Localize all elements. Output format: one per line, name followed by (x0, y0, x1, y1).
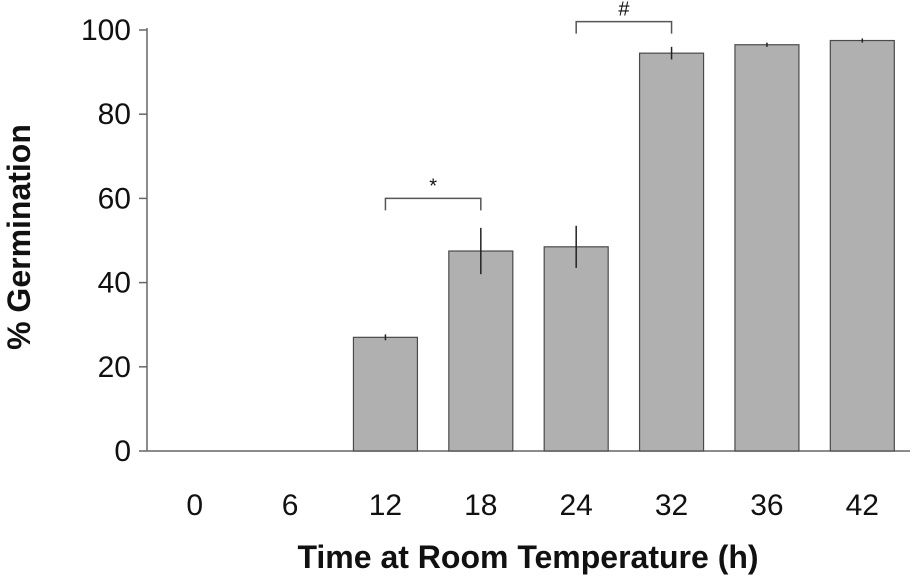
significance-bracket (575, 20, 673, 34)
error-bars-layer (384, 38, 864, 341)
bar-42h (829, 39, 895, 452)
annotations-layer: *# (384, 0, 673, 211)
x-tick-label: 36 (750, 489, 783, 522)
bar-12h (352, 336, 419, 452)
x-tick-label: 6 (282, 489, 299, 522)
y-tick-label: 60 (98, 182, 131, 215)
y-tick-label: 80 (98, 98, 131, 131)
significance-label: * (429, 175, 437, 197)
x-tick-label: 18 (464, 489, 497, 522)
bar-36h (734, 44, 800, 452)
x-axis-title: Time at Room Temperature (h) (297, 539, 758, 575)
x-tick-label: 0 (186, 489, 203, 522)
bar-18h (448, 250, 514, 452)
x-tick-label: 24 (560, 489, 593, 522)
x-tick-label: 42 (846, 489, 879, 522)
y-tick-label: 40 (98, 267, 131, 300)
bars-layer (352, 39, 895, 452)
x-tick-label: 12 (369, 489, 402, 522)
y-axis-title: % Germination (1, 124, 37, 350)
y-tick-label: 0 (114, 435, 131, 468)
x-tick-label: 32 (655, 489, 688, 522)
bar-24h (543, 246, 609, 452)
axes-layer: 0 20 40 60 80 100 0 6 12 18 24 32 36 42 (81, 14, 910, 522)
significance-bracket (384, 197, 482, 211)
y-tick-label: 100 (81, 14, 131, 47)
significance-label: # (618, 0, 630, 21)
bar-32h (638, 52, 705, 452)
y-tick-label: 20 (98, 351, 131, 384)
